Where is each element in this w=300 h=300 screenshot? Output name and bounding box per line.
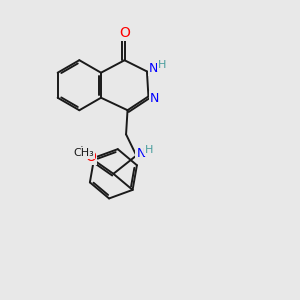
Text: O: O [119, 26, 130, 40]
Text: CH₃: CH₃ [73, 148, 94, 158]
Text: O: O [85, 150, 96, 164]
Text: N: N [150, 92, 160, 105]
Text: N: N [149, 62, 158, 75]
Text: N: N [136, 147, 146, 160]
Text: H: H [158, 60, 166, 70]
Text: H: H [145, 145, 154, 155]
